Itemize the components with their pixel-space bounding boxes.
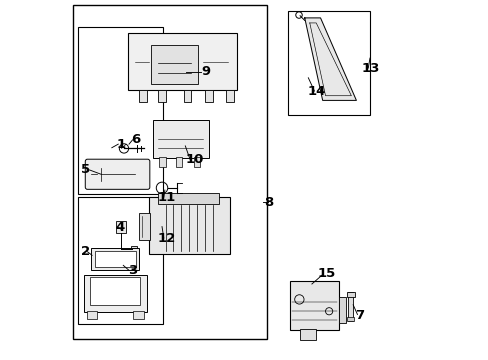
Bar	[287, 12, 369, 115]
Text: 6: 6	[131, 133, 141, 146]
Bar	[348, 292, 352, 321]
FancyBboxPatch shape	[85, 159, 149, 189]
Bar	[290, 282, 338, 330]
Bar	[78, 197, 163, 324]
Text: 1: 1	[116, 138, 125, 150]
Bar	[86, 311, 97, 319]
Bar	[131, 246, 137, 253]
Bar	[158, 193, 219, 204]
Bar	[204, 90, 212, 102]
Bar	[133, 311, 143, 319]
Bar	[149, 197, 230, 253]
Polygon shape	[304, 18, 356, 100]
Text: 12: 12	[157, 231, 175, 244]
Bar	[183, 90, 191, 102]
Bar	[153, 120, 208, 158]
Bar	[139, 213, 150, 240]
Bar	[73, 5, 267, 338]
Text: 10: 10	[185, 153, 203, 166]
Text: 11: 11	[157, 191, 175, 204]
Bar	[128, 33, 237, 90]
Bar	[338, 297, 346, 323]
Bar	[175, 157, 182, 167]
Text: 9: 9	[201, 65, 210, 78]
Text: 7: 7	[355, 309, 364, 322]
Bar	[346, 292, 354, 297]
Bar	[158, 90, 165, 102]
Text: 8: 8	[264, 196, 273, 209]
Bar	[90, 277, 140, 305]
Text: 4: 4	[115, 221, 124, 234]
Bar	[300, 329, 315, 340]
Text: 2: 2	[81, 245, 90, 258]
Bar	[139, 90, 146, 102]
Bar	[193, 157, 200, 167]
Bar	[159, 157, 165, 167]
Bar	[94, 251, 136, 267]
Text: 14: 14	[307, 85, 325, 98]
Text: 15: 15	[317, 267, 335, 280]
Bar	[346, 317, 353, 321]
Text: 5: 5	[81, 163, 90, 176]
Text: 3: 3	[128, 264, 137, 277]
Bar	[116, 221, 126, 233]
Bar	[225, 90, 233, 102]
Bar	[83, 275, 146, 312]
Text: 13: 13	[361, 62, 379, 75]
Bar	[78, 27, 163, 194]
Bar	[151, 45, 198, 84]
Bar	[91, 248, 139, 270]
